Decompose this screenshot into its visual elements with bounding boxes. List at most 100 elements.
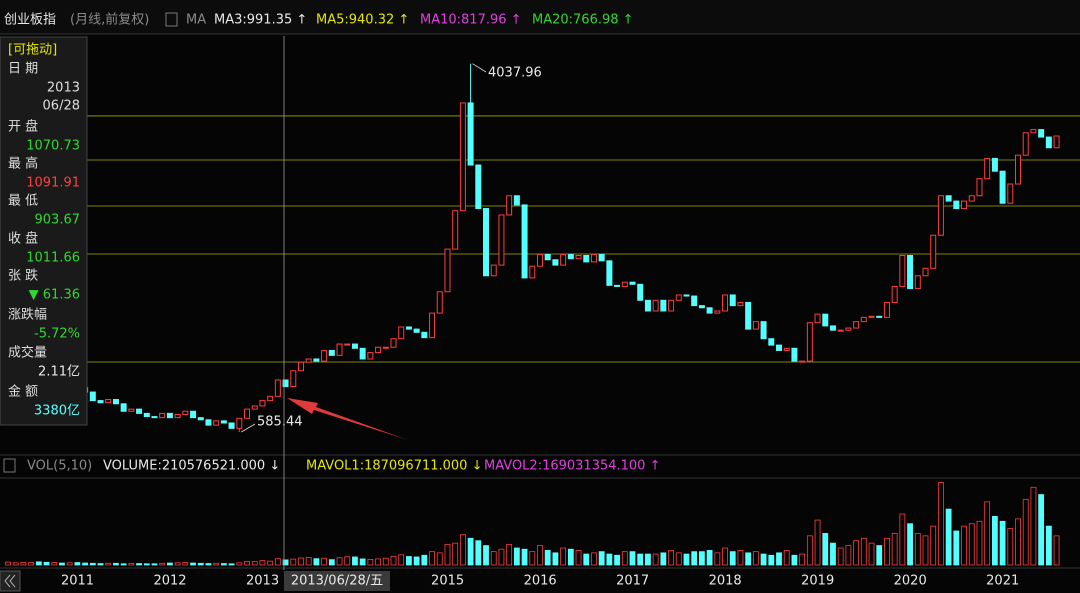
volume-bar	[452, 542, 459, 566]
volume-bar	[82, 562, 88, 566]
drag-hint: [可拖动]	[8, 43, 57, 58]
volume-bar	[205, 563, 212, 566]
annotation: 4037.96	[488, 66, 542, 81]
candle	[714, 310, 721, 314]
volume-bar	[914, 533, 921, 566]
candle	[1038, 129, 1045, 138]
candle	[1030, 129, 1037, 134]
candle	[729, 294, 736, 307]
candle	[829, 325, 836, 331]
candle	[452, 210, 459, 250]
top-bar	[0, 0, 1080, 34]
volume-bar	[853, 540, 859, 566]
candle	[590, 253, 597, 263]
volume-bar	[28, 562, 35, 566]
volume-bar	[1007, 528, 1014, 566]
candle	[776, 344, 782, 351]
candle	[652, 299, 659, 312]
candle	[359, 347, 366, 360]
label: 开 盘	[8, 119, 38, 135]
candle	[660, 299, 667, 312]
candle	[143, 412, 150, 418]
volume-bar	[760, 553, 767, 566]
volume-value: MAVOL2:169031354.100 ↑	[484, 459, 660, 474]
volume-bar	[714, 552, 721, 566]
candle	[899, 255, 906, 287]
candle	[922, 267, 929, 277]
x-tick-label: 2011	[61, 574, 94, 589]
candle	[105, 399, 112, 404]
candle	[151, 416, 158, 419]
candle	[606, 260, 613, 286]
candle	[236, 417, 243, 429]
candle	[398, 326, 405, 340]
volume-bar	[313, 558, 320, 566]
candle	[544, 253, 551, 261]
volume-bar	[560, 547, 567, 566]
candle	[190, 410, 197, 419]
x-tick-label: 2017	[616, 574, 649, 589]
volume-bar	[274, 558, 281, 566]
candle	[536, 253, 543, 267]
volume-bar	[128, 563, 135, 566]
volume-bar	[143, 563, 150, 566]
candle	[251, 405, 258, 410]
volume-bar	[938, 482, 944, 566]
volume-bar	[968, 523, 975, 566]
candle	[220, 420, 227, 424]
volume-bar	[1022, 499, 1029, 566]
volume-bar	[699, 551, 705, 566]
help-icon[interactable]	[3, 458, 16, 473]
volume-bar	[945, 508, 952, 566]
value: 903.67	[35, 213, 81, 228]
volume-bar	[305, 557, 312, 566]
candle	[259, 400, 266, 407]
volume-bar	[120, 563, 127, 566]
x-tick-label: 2015	[431, 574, 464, 589]
ma-value: MA20:766.98 ↑	[532, 13, 634, 28]
volume-bar	[675, 552, 682, 566]
volume-bar	[344, 556, 351, 566]
panel-box	[0, 36, 88, 426]
volume-bar	[922, 535, 929, 566]
info-panel[interactable]: [可拖动] 日 期 2013 06/28 开 盘 1070.73 最 高 1091.9…	[0, 36, 88, 426]
volume-bar	[907, 523, 913, 566]
volume-bar	[1015, 518, 1021, 566]
candle	[459, 102, 466, 212]
volume-bar	[737, 550, 744, 566]
volume-bar	[799, 553, 806, 566]
candle	[698, 305, 705, 309]
candle	[490, 264, 497, 277]
volume-bar	[105, 562, 112, 566]
volume-bar	[436, 552, 443, 566]
candle	[968, 195, 975, 202]
volume-bar	[382, 557, 389, 566]
leader	[241, 423, 256, 433]
volume-bar	[66, 562, 73, 566]
cursor-date-box	[284, 571, 390, 591]
ma-label: MA	[186, 13, 206, 28]
help-icon[interactable]	[165, 12, 178, 27]
label: 日 期	[8, 62, 38, 77]
volume-bar	[12, 562, 19, 566]
candle	[1007, 183, 1014, 204]
candle	[513, 195, 520, 206]
volume-bar	[35, 561, 42, 566]
candle	[637, 283, 644, 301]
volume-bar	[97, 563, 104, 566]
candle	[930, 234, 937, 269]
candle	[89, 391, 96, 402]
candle	[806, 322, 813, 362]
volume-bar	[984, 501, 991, 566]
volume-bar	[113, 562, 119, 566]
candle	[783, 347, 790, 351]
candle	[1015, 154, 1022, 185]
candle	[112, 399, 119, 405]
volume-bar	[1038, 494, 1045, 566]
candle	[444, 248, 451, 293]
volume-bar	[552, 552, 559, 566]
label: 最 高	[8, 156, 38, 172]
volume-bar	[591, 552, 597, 566]
candle	[737, 301, 744, 307]
candle	[876, 315, 883, 318]
